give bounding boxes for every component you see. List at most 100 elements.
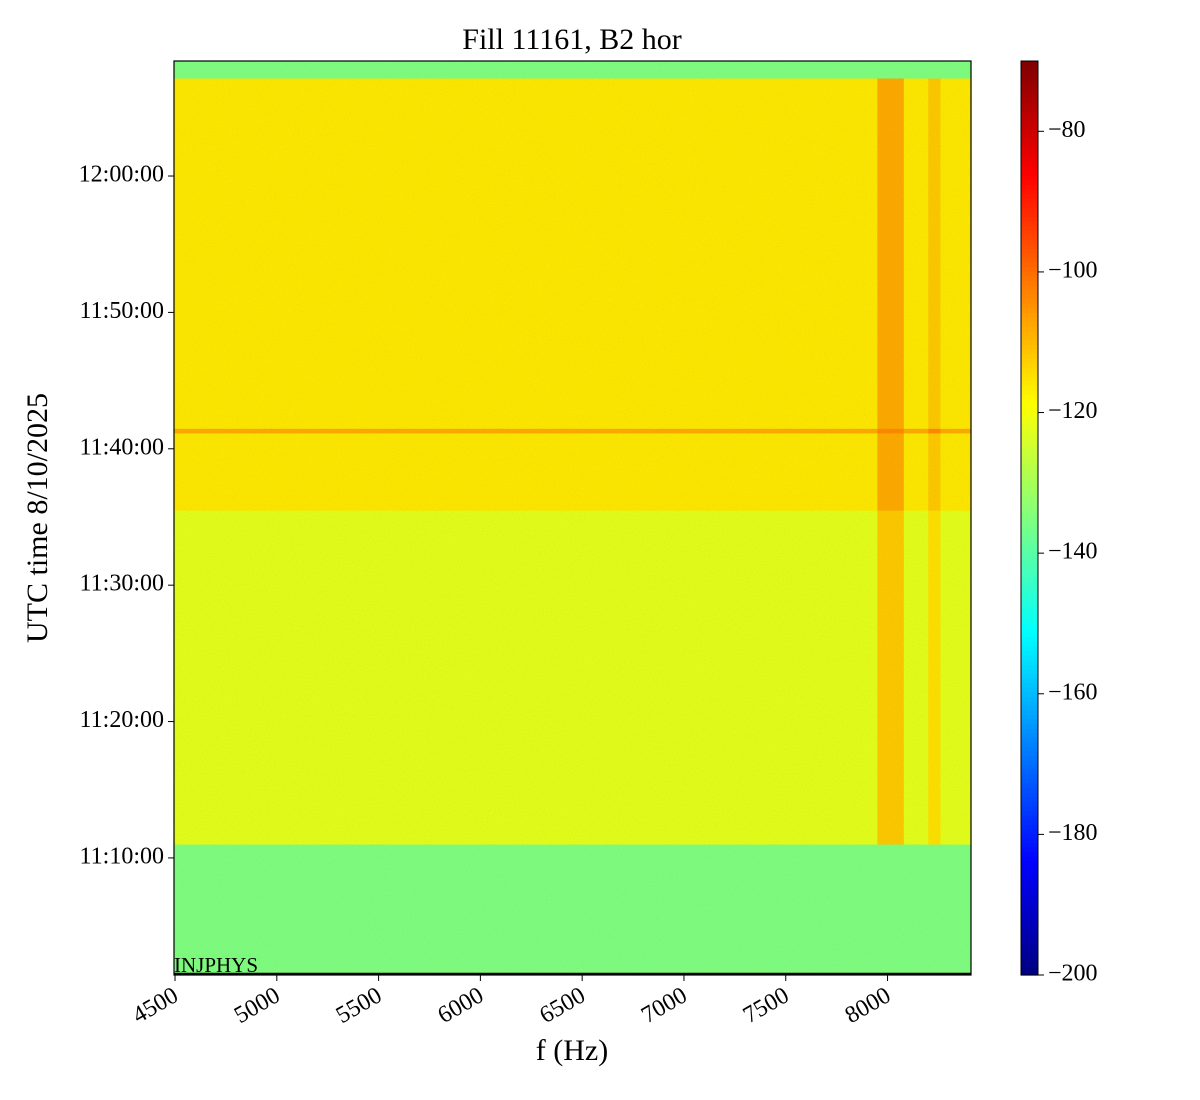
colorbar-strip bbox=[1021, 933, 1038, 940]
colorbar-strip bbox=[1021, 815, 1038, 821]
colorbar-strip bbox=[1021, 911, 1038, 917]
colorbar-strip bbox=[1021, 828, 1038, 834]
colorbar-strip bbox=[1021, 152, 1038, 158]
colorbar-strip bbox=[1021, 961, 1038, 967]
colorbar-strip bbox=[1021, 696, 1038, 702]
colorbar-strip bbox=[1021, 769, 1038, 775]
colorbar-strip bbox=[1021, 390, 1038, 396]
colorbar-strip bbox=[1021, 572, 1038, 579]
colorbar-strip bbox=[1021, 312, 1038, 318]
colorbar-strip bbox=[1021, 202, 1038, 208]
colorbar-strip bbox=[1021, 106, 1038, 112]
colorbar-strip bbox=[1021, 819, 1038, 825]
colorbar-strip bbox=[1021, 892, 1038, 898]
colorbar-strip bbox=[1021, 207, 1038, 213]
colorbar-strip bbox=[1021, 623, 1038, 629]
colorbar-strip bbox=[1021, 88, 1038, 94]
colorbar-strip bbox=[1021, 97, 1038, 103]
colorbar-strip bbox=[1021, 513, 1038, 519]
colorbar-strip bbox=[1021, 134, 1038, 140]
colorbar-strip bbox=[1021, 883, 1038, 889]
colorbar-strip bbox=[1021, 230, 1038, 236]
colorbar-strip bbox=[1021, 481, 1038, 487]
colorbar-strip bbox=[1021, 586, 1038, 592]
colorbar-strip bbox=[1021, 536, 1038, 542]
colorbar-strip bbox=[1021, 458, 1038, 464]
x-tick-label: 7500 bbox=[739, 982, 794, 1029]
colorbar-strip bbox=[1021, 417, 1038, 423]
colorbar-strip bbox=[1021, 431, 1038, 437]
colorbar-strip bbox=[1021, 243, 1038, 249]
colorbar-strip bbox=[1021, 403, 1038, 409]
colorbar-strip bbox=[1021, 504, 1038, 510]
colorbar-strip bbox=[1021, 778, 1038, 784]
colorbar-strip bbox=[1021, 527, 1038, 533]
colorbar-strip bbox=[1021, 371, 1038, 377]
colorbar-tick-label: −160 bbox=[1048, 679, 1098, 705]
colorbar-strip bbox=[1021, 577, 1038, 583]
colorbar-strip bbox=[1021, 874, 1038, 880]
colorbar-strip bbox=[1021, 124, 1038, 131]
colorbar-strip bbox=[1021, 358, 1038, 364]
colorbar-strip bbox=[1021, 412, 1038, 419]
colorbar-strip bbox=[1021, 700, 1038, 706]
colorbar-strip bbox=[1021, 691, 1038, 697]
y-axis-label: UTC time 8/10/2025 bbox=[21, 393, 54, 643]
colorbar-strip bbox=[1021, 234, 1038, 240]
colorbar-strip bbox=[1021, 490, 1038, 496]
colorbar-tick-label: −100 bbox=[1048, 257, 1098, 283]
colorbar-strip bbox=[1021, 783, 1038, 789]
colorbar-strip bbox=[1021, 239, 1038, 245]
colorbar-strip bbox=[1021, 257, 1038, 263]
y-tick-label: 11:50:00 bbox=[80, 298, 164, 324]
colorbar-strip bbox=[1021, 170, 1038, 176]
colorbar-strip bbox=[1021, 929, 1038, 935]
colorbar-strip bbox=[1021, 677, 1038, 684]
colorbar-strip bbox=[1021, 865, 1038, 871]
y-tick-label: 11:20:00 bbox=[80, 707, 164, 733]
colorbar-strip bbox=[1021, 70, 1038, 76]
x-tick-label: 4500 bbox=[128, 982, 183, 1029]
colorbar-strip bbox=[1021, 965, 1038, 972]
colorbar-strip bbox=[1021, 454, 1038, 460]
colorbar-strip bbox=[1021, 449, 1038, 455]
colorbar-strip bbox=[1021, 842, 1038, 848]
colorbar-strip bbox=[1021, 920, 1038, 926]
x-axis-label: f (Hz) bbox=[536, 1034, 608, 1067]
colorbar-strip bbox=[1021, 143, 1038, 149]
y-tick-label: 12:00:00 bbox=[79, 162, 164, 188]
colorbar-strip bbox=[1021, 645, 1038, 652]
colorbar-strip bbox=[1021, 463, 1038, 469]
x-tick-label: 8000 bbox=[841, 982, 896, 1029]
colorbar-strip bbox=[1021, 83, 1038, 90]
colorbar-strip bbox=[1021, 906, 1038, 912]
colorbar-strip bbox=[1021, 92, 1038, 99]
colorbar-strip bbox=[1021, 156, 1038, 163]
colorbar-strip bbox=[1021, 924, 1038, 930]
colorbar-strip bbox=[1021, 102, 1038, 108]
x-tick-label: 7000 bbox=[637, 982, 692, 1029]
colorbar-strip bbox=[1021, 385, 1038, 391]
colorbar-strip bbox=[1021, 732, 1038, 738]
colorbar-strip bbox=[1021, 280, 1038, 286]
colorbar-strip bbox=[1021, 609, 1038, 615]
colorbar-strip bbox=[1021, 271, 1038, 277]
colorbar-strip bbox=[1021, 600, 1038, 606]
colorbar-tick-label: −180 bbox=[1048, 820, 1098, 846]
colorbar-strip bbox=[1021, 847, 1038, 853]
colorbar-strip bbox=[1021, 773, 1038, 780]
x-tick-label: 6000 bbox=[434, 982, 489, 1029]
colorbar-strip bbox=[1021, 408, 1038, 414]
colorbar-strip bbox=[1021, 61, 1038, 67]
colorbar-strip bbox=[1021, 79, 1038, 85]
colorbar-strip bbox=[1021, 298, 1038, 304]
colorbar-strip bbox=[1021, 595, 1038, 601]
colorbar-strip bbox=[1021, 376, 1038, 382]
colorbar-strip bbox=[1021, 901, 1038, 908]
colorbar-strip bbox=[1021, 545, 1038, 551]
colorbar-strip bbox=[1021, 330, 1038, 336]
colorbar-strip bbox=[1021, 252, 1038, 259]
colorbar-strip bbox=[1021, 216, 1038, 222]
colorbar-strip bbox=[1021, 472, 1038, 478]
